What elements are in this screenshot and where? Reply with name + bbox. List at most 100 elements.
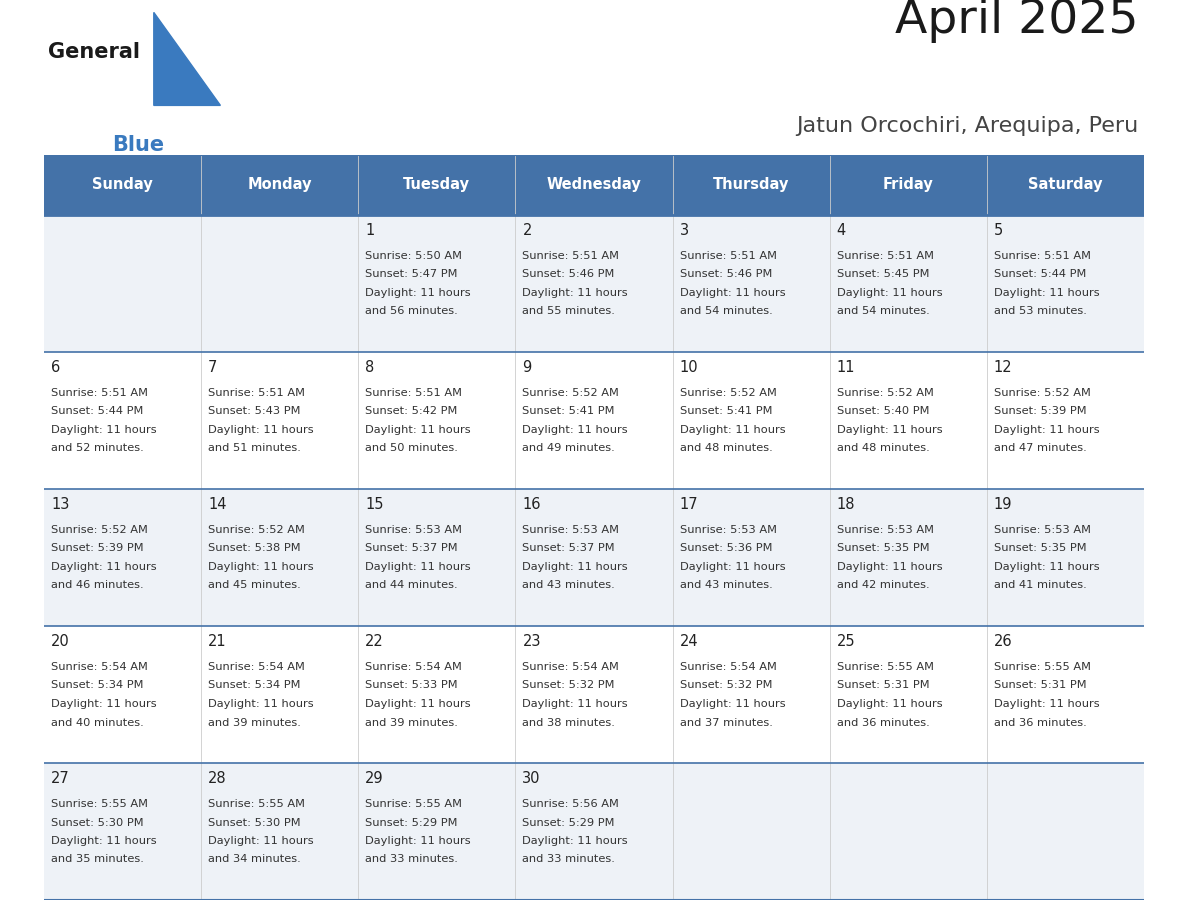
Text: Daylight: 11 hours: Daylight: 11 hours: [208, 562, 314, 572]
Text: Sunset: 5:31 PM: Sunset: 5:31 PM: [994, 680, 1087, 690]
Text: April 2025: April 2025: [895, 0, 1138, 43]
Text: 13: 13: [51, 497, 69, 512]
Text: Sunrise: 5:55 AM: Sunrise: 5:55 AM: [365, 799, 462, 809]
Text: Sunrise: 5:54 AM: Sunrise: 5:54 AM: [680, 662, 777, 672]
Text: and 41 minutes.: and 41 minutes.: [994, 580, 1087, 590]
Text: Sunrise: 5:51 AM: Sunrise: 5:51 AM: [994, 251, 1091, 261]
Text: 6: 6: [51, 360, 61, 375]
Text: and 52 minutes.: and 52 minutes.: [51, 443, 144, 453]
Text: Sunrise: 5:51 AM: Sunrise: 5:51 AM: [208, 388, 305, 398]
Text: 26: 26: [994, 634, 1012, 649]
Text: Sunset: 5:39 PM: Sunset: 5:39 PM: [994, 407, 1087, 417]
Text: Sunrise: 5:55 AM: Sunrise: 5:55 AM: [208, 799, 305, 809]
Text: Sunset: 5:42 PM: Sunset: 5:42 PM: [365, 407, 457, 417]
Text: Sunrise: 5:52 AM: Sunrise: 5:52 AM: [208, 525, 305, 535]
Text: and 47 minutes.: and 47 minutes.: [994, 443, 1087, 453]
Text: 1: 1: [365, 223, 374, 238]
Text: Sunrise: 5:52 AM: Sunrise: 5:52 AM: [680, 388, 777, 398]
Text: and 49 minutes.: and 49 minutes.: [523, 443, 615, 453]
Text: Sunrise: 5:51 AM: Sunrise: 5:51 AM: [680, 251, 777, 261]
Text: Daylight: 11 hours: Daylight: 11 hours: [836, 288, 942, 298]
Text: Daylight: 11 hours: Daylight: 11 hours: [523, 836, 628, 846]
Polygon shape: [153, 13, 221, 106]
Text: and 34 minutes.: and 34 minutes.: [208, 855, 301, 865]
Text: and 56 minutes.: and 56 minutes.: [365, 307, 459, 317]
Text: Sunrise: 5:53 AM: Sunrise: 5:53 AM: [680, 525, 777, 535]
Text: Daylight: 11 hours: Daylight: 11 hours: [680, 562, 785, 572]
Text: Sunrise: 5:50 AM: Sunrise: 5:50 AM: [365, 251, 462, 261]
Text: Sunset: 5:30 PM: Sunset: 5:30 PM: [208, 818, 301, 827]
Text: Sunset: 5:39 PM: Sunset: 5:39 PM: [51, 543, 144, 554]
Text: Daylight: 11 hours: Daylight: 11 hours: [365, 699, 470, 709]
Text: Daylight: 11 hours: Daylight: 11 hours: [365, 562, 470, 572]
Text: and 42 minutes.: and 42 minutes.: [836, 580, 929, 590]
Text: Sunset: 5:35 PM: Sunset: 5:35 PM: [994, 543, 1087, 554]
Text: Sunrise: 5:53 AM: Sunrise: 5:53 AM: [365, 525, 462, 535]
Text: 12: 12: [994, 360, 1012, 375]
Text: Sunset: 5:32 PM: Sunset: 5:32 PM: [523, 680, 615, 690]
Text: 24: 24: [680, 634, 699, 649]
Text: Daylight: 11 hours: Daylight: 11 hours: [994, 288, 1099, 298]
Text: Daylight: 11 hours: Daylight: 11 hours: [365, 836, 470, 846]
Text: 17: 17: [680, 497, 699, 512]
Text: and 40 minutes.: and 40 minutes.: [51, 718, 144, 727]
Text: 15: 15: [365, 497, 384, 512]
Text: Sunrise: 5:56 AM: Sunrise: 5:56 AM: [523, 799, 619, 809]
Text: Sunset: 5:36 PM: Sunset: 5:36 PM: [680, 543, 772, 554]
Bar: [516, 155, 672, 215]
Text: and 43 minutes.: and 43 minutes.: [523, 580, 615, 590]
Text: Sunrise: 5:55 AM: Sunrise: 5:55 AM: [994, 662, 1091, 672]
Text: Daylight: 11 hours: Daylight: 11 hours: [523, 288, 628, 298]
Text: Sunset: 5:38 PM: Sunset: 5:38 PM: [208, 543, 301, 554]
Text: and 51 minutes.: and 51 minutes.: [208, 443, 301, 453]
Text: and 48 minutes.: and 48 minutes.: [836, 443, 929, 453]
Text: and 53 minutes.: and 53 minutes.: [994, 307, 1087, 317]
Bar: [201, 155, 359, 215]
Text: Sunset: 5:29 PM: Sunset: 5:29 PM: [523, 818, 615, 827]
Text: and 50 minutes.: and 50 minutes.: [365, 443, 459, 453]
Text: Daylight: 11 hours: Daylight: 11 hours: [523, 425, 628, 435]
Text: Sunrise: 5:51 AM: Sunrise: 5:51 AM: [51, 388, 148, 398]
Text: Sunrise: 5:51 AM: Sunrise: 5:51 AM: [836, 251, 934, 261]
Text: Sunset: 5:33 PM: Sunset: 5:33 PM: [365, 680, 457, 690]
Text: General: General: [48, 42, 140, 62]
Text: Sunrise: 5:54 AM: Sunrise: 5:54 AM: [51, 662, 147, 672]
Text: and 39 minutes.: and 39 minutes.: [365, 718, 459, 727]
Text: and 36 minutes.: and 36 minutes.: [994, 718, 1087, 727]
Text: Tuesday: Tuesday: [404, 177, 470, 193]
Text: Sunrise: 5:52 AM: Sunrise: 5:52 AM: [523, 388, 619, 398]
Text: 14: 14: [208, 497, 227, 512]
Text: Daylight: 11 hours: Daylight: 11 hours: [208, 425, 314, 435]
Text: 23: 23: [523, 634, 541, 649]
Text: Sunset: 5:41 PM: Sunset: 5:41 PM: [680, 407, 772, 417]
Text: Wednesday: Wednesday: [546, 177, 642, 193]
Text: Monday: Monday: [247, 177, 312, 193]
Text: Sunrise: 5:51 AM: Sunrise: 5:51 AM: [365, 388, 462, 398]
Bar: [44, 352, 1144, 489]
Text: and 44 minutes.: and 44 minutes.: [365, 580, 457, 590]
Bar: [987, 155, 1144, 215]
Text: Sunset: 5:44 PM: Sunset: 5:44 PM: [994, 270, 1086, 279]
Text: Sunset: 5:46 PM: Sunset: 5:46 PM: [523, 270, 615, 279]
Bar: [44, 763, 1144, 900]
Text: Sunday: Sunday: [93, 177, 153, 193]
Text: Daylight: 11 hours: Daylight: 11 hours: [680, 699, 785, 709]
Text: Saturday: Saturday: [1028, 177, 1102, 193]
Text: Jatun Orcochiri, Arequipa, Peru: Jatun Orcochiri, Arequipa, Peru: [796, 117, 1138, 137]
Text: Sunrise: 5:52 AM: Sunrise: 5:52 AM: [51, 525, 147, 535]
Text: Sunrise: 5:54 AM: Sunrise: 5:54 AM: [208, 662, 305, 672]
Bar: [44, 626, 1144, 763]
Text: Daylight: 11 hours: Daylight: 11 hours: [51, 836, 157, 846]
Text: Daylight: 11 hours: Daylight: 11 hours: [836, 425, 942, 435]
Text: Daylight: 11 hours: Daylight: 11 hours: [836, 699, 942, 709]
Text: Friday: Friday: [883, 177, 934, 193]
Text: Daylight: 11 hours: Daylight: 11 hours: [208, 836, 314, 846]
Text: 21: 21: [208, 634, 227, 649]
Bar: [672, 155, 829, 215]
Text: Daylight: 11 hours: Daylight: 11 hours: [365, 288, 470, 298]
Text: Sunset: 5:37 PM: Sunset: 5:37 PM: [523, 543, 615, 554]
Text: 19: 19: [994, 497, 1012, 512]
Text: 18: 18: [836, 497, 855, 512]
Text: and 38 minutes.: and 38 minutes.: [523, 718, 615, 727]
Text: Daylight: 11 hours: Daylight: 11 hours: [208, 699, 314, 709]
